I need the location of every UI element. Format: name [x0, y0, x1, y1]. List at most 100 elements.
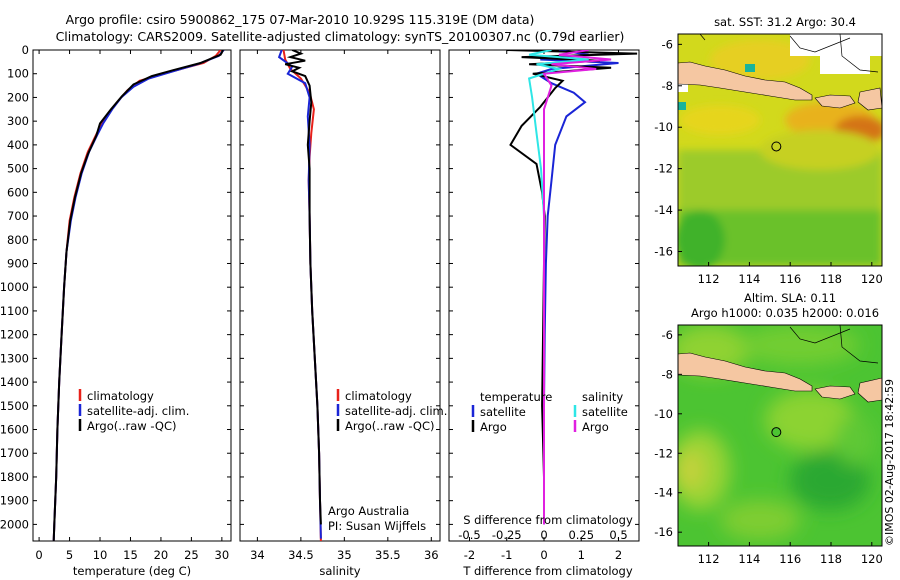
depth-tick-label: 800	[7, 233, 29, 247]
figure-title-line1: Argo profile: csiro 5900862_175 07-Mar-2…	[66, 12, 535, 27]
salinity-xtick-label: 34.5	[288, 548, 314, 562]
sst-map: sat. SST: 31.2 Argo: 30.4	[654, 15, 883, 286]
sla-map-xtick-label: 116	[779, 552, 801, 566]
depth-tick-label: 200	[7, 90, 29, 104]
s-difference-tick-label: 0.5	[609, 528, 627, 542]
temperature-xtick-label: 30	[215, 548, 230, 562]
legend-s-satellite-label: satellite	[582, 405, 628, 419]
sla-map-xtick-label: 120	[861, 552, 883, 566]
sla-map-ytick-label: -12	[654, 446, 673, 460]
temperature-legend-label: climatology	[87, 389, 154, 403]
depth-tick-label: 0	[22, 43, 29, 57]
difference-series-s-argo	[542, 50, 612, 525]
difference-panel: -2 -1 0 1 2 -0.5 -0.25 0 0.25 0.5 S difference f…	[448, 49, 640, 578]
depth-tick-label: 400	[7, 138, 29, 152]
sst-map-xtick-label: 120	[861, 272, 883, 286]
sla-map-axes: 112 114 116 118 120 -6 -8 -10 -12 -14 -16	[654, 328, 883, 566]
depth-tick-label: 1800	[0, 470, 29, 484]
difference-xtick-label: -2	[464, 548, 475, 562]
argo-australia-label: Argo Australia	[328, 504, 409, 518]
legend-temperature-heading: temperature	[480, 390, 552, 404]
depth-tick-label: 1900	[0, 494, 29, 508]
salinity-legend-label: climatology	[345, 389, 412, 403]
salinity-xtick-label: 36	[424, 548, 439, 562]
temperature-x-axis: 0 5 10 15 20 25 30	[35, 50, 229, 562]
difference-series-s-satellite	[527, 50, 589, 406]
s-difference-tick-label: -0.5	[458, 528, 480, 542]
sla-map-ytick-label: -6	[662, 328, 673, 342]
sst-map-xtick-label: 118	[820, 272, 842, 286]
difference-series-t-satellite	[534, 50, 619, 525]
depth-tick-label: 100	[7, 67, 29, 81]
temperature-xtick-label: 5	[66, 548, 73, 562]
sla-map-ytick-label: -14	[654, 486, 673, 500]
depth-tick-label: 1000	[0, 280, 29, 294]
salinity-xtick-label: 35.5	[375, 548, 401, 562]
salinity-xtick-label: 35	[337, 548, 352, 562]
depth-tick-label: 1400	[0, 375, 29, 389]
sst-map-ytick-label: -6	[662, 37, 673, 51]
sst-map-ytick-label: -8	[662, 79, 673, 93]
difference-xtick-label: 0	[540, 548, 547, 562]
imos-timestamp: ©IMOS 02-Aug-2017 18:42:59	[883, 379, 896, 546]
sst-map-axes: 112 114 116 118 120 -6 -8 -10 -12 -14 -16	[654, 37, 883, 286]
depth-tick-label: 2000	[0, 517, 29, 531]
depth-tick-label: 1700	[0, 446, 29, 460]
sla-map-ytick-label: -16	[654, 525, 673, 539]
salinity-x-axis: 34 34.5 35 35.5 36	[250, 50, 439, 562]
figure-title-line2: Climatology: CARS2009. Satellite-adjuste…	[56, 29, 625, 44]
temperature-xtick-label: 0	[35, 548, 42, 562]
depth-tick-label: 1600	[0, 423, 29, 437]
s-difference-tick-label: 0.25	[568, 528, 594, 542]
temperature-xtick-label: 25	[184, 548, 199, 562]
sla-map-title2: Argo h1000: 0.035 h2000: 0.016	[691, 306, 879, 320]
sla-map-xtick-label: 112	[698, 552, 720, 566]
legend-t-satellite-label: satellite	[480, 405, 526, 419]
sst-map-xtick-label: 116	[779, 272, 801, 286]
difference-xtick-label: -1	[501, 548, 512, 562]
depth-tick-label: 1200	[0, 328, 29, 342]
depth-tick-label: 700	[7, 209, 29, 223]
salinity-series-argo	[284, 50, 322, 525]
temperature-xtick-label: 10	[93, 548, 108, 562]
sla-map-ytick-label: -8	[662, 367, 673, 381]
temperature-series-argo	[52, 50, 224, 541]
difference-legend: temperature satellite Argo salinity sate…	[471, 390, 628, 434]
legend-t-argo-label: Argo	[480, 420, 507, 434]
salinity-legend-label: Argo(..raw -QC)	[345, 419, 435, 433]
temperature-legend-label: satellite-adj. clim.	[87, 404, 189, 418]
temperature-xtick-label: 15	[123, 548, 138, 562]
legend-salinity-heading: salinity	[582, 390, 623, 404]
sla-map: Altim. SLA: 0.11 Argo h1000: 0.035 h2000…	[654, 291, 883, 566]
sla-map-argo-marker	[771, 427, 782, 438]
depth-tick-label: 600	[7, 185, 29, 199]
sst-map-ytick-label: -12	[654, 162, 673, 176]
t-difference-xlabel: T difference from climatology	[462, 564, 633, 578]
salinity-xtick-label: 34	[250, 548, 265, 562]
s-difference-ticks: -0.5 -0.25 0 0.25 0.5	[458, 528, 627, 542]
s-difference-tick-label: 0	[540, 528, 547, 542]
sla-map-ytick-label: -10	[654, 407, 673, 421]
salinity-legend-label: satellite-adj. clim.	[345, 404, 447, 418]
sla-map-xtick-label: 118	[820, 552, 842, 566]
legend-s-argo-label: Argo	[582, 420, 609, 434]
s-difference-tick-label: -0.25	[492, 528, 522, 542]
salinity-series-satellite-adj-clim-	[277, 50, 322, 539]
s-difference-label: S difference from climatology	[463, 513, 633, 527]
difference-xtick-label: 2	[615, 548, 622, 562]
sst-map-ytick-label: -16	[654, 245, 673, 259]
pi-name-label: PI: Susan Wijffels	[328, 519, 426, 533]
temperature-series-climatology	[52, 50, 222, 541]
temperature-legend-label: Argo(..raw -QC)	[87, 419, 177, 433]
sst-map-title: sat. SST: 31.2 Argo: 30.4	[714, 15, 856, 29]
sst-map-ytick-label: -14	[654, 203, 673, 217]
temperature-xtick-label: 20	[154, 548, 169, 562]
salinity-panel: 34 34.5 35 35.5 36 salinity climatologysatel…	[239, 49, 447, 578]
salinity-series-climatology	[282, 50, 322, 541]
sla-map-xtick-label: 114	[738, 552, 760, 566]
sst-map-ytick-label: -10	[654, 120, 673, 134]
depth-tick-label: 1500	[0, 399, 29, 413]
depth-tick-label: 900	[7, 256, 29, 270]
